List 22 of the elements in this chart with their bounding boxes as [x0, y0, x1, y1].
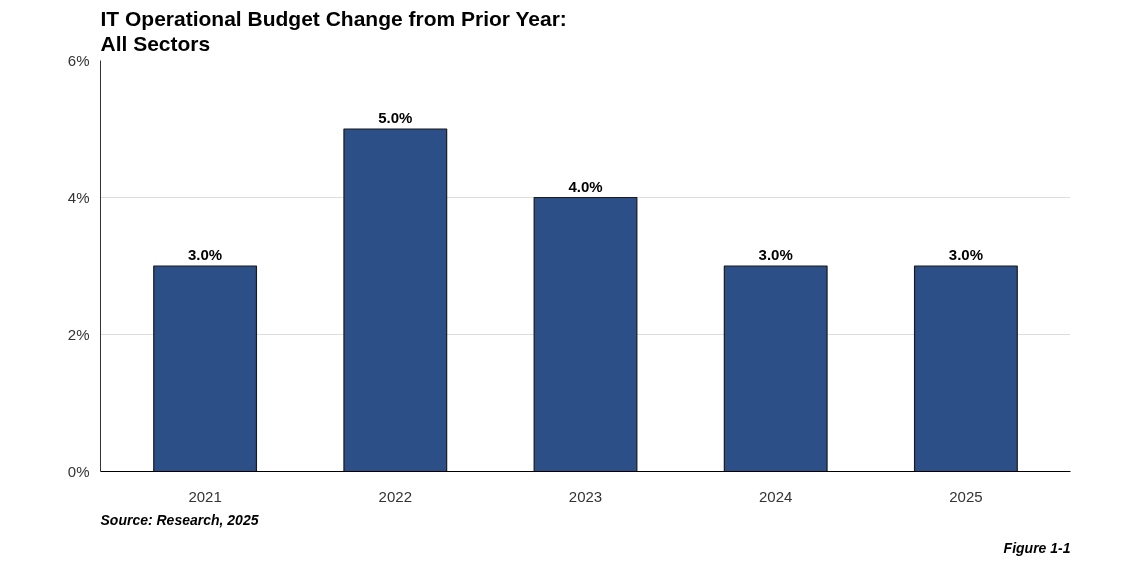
y-tick-label: 4%	[67, 189, 90, 206]
x-tick-label: 2023	[568, 487, 603, 505]
bar	[153, 265, 258, 472]
bar	[343, 128, 448, 472]
x-tick-label: 2025	[949, 487, 983, 505]
x-tick-label: 2024	[759, 487, 793, 505]
x-tick-label: 2021	[188, 487, 222, 505]
data-label: 3.0%	[758, 246, 793, 263]
bar	[533, 196, 638, 472]
y-tick-label: 0%	[67, 463, 90, 480]
data-label: 3.0%	[948, 246, 983, 263]
bar	[913, 265, 1018, 472]
data-label: 3.0%	[188, 246, 223, 263]
y-tick-label: 2%	[67, 326, 90, 343]
source-note: Source: Research, 2025	[100, 511, 259, 528]
caption: Figure 1-1	[1003, 539, 1071, 556]
y-tick-label: 6%	[67, 52, 90, 69]
x-tick-label: 2022	[378, 487, 412, 505]
bar	[723, 265, 828, 472]
data-label: 5.0%	[378, 109, 413, 126]
data-label: 4.0%	[568, 177, 603, 195]
chart-title: IT Operational Budget Change from Prior Year: All Sectors	[100, 7, 567, 56]
